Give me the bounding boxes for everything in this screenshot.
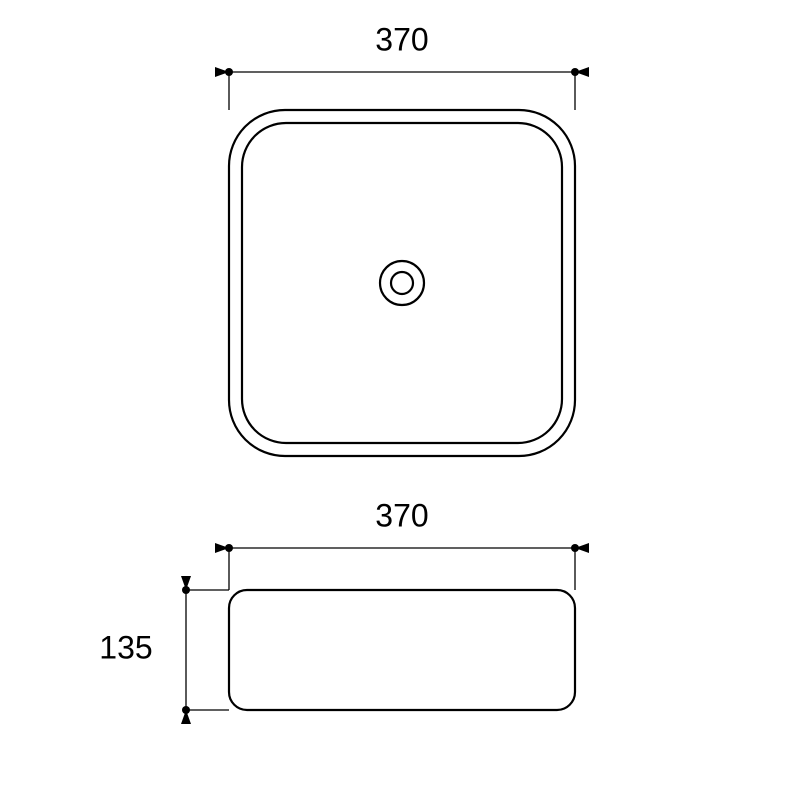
dim-side-height: 135 [99, 590, 229, 710]
dim-side-width: 370 [229, 497, 575, 590]
drain-inner [391, 272, 413, 294]
technical-drawing: 370 370 135 [0, 0, 800, 800]
dim-top-width: 370 [229, 21, 575, 110]
drain-outer [380, 261, 424, 305]
side-view-outline [229, 590, 575, 710]
dim-top-width-label: 370 [375, 21, 428, 57]
top-view-outer [229, 110, 575, 456]
dim-side-height-label: 135 [99, 629, 152, 665]
top-view-inner [242, 123, 562, 443]
dim-side-width-label: 370 [375, 497, 428, 533]
